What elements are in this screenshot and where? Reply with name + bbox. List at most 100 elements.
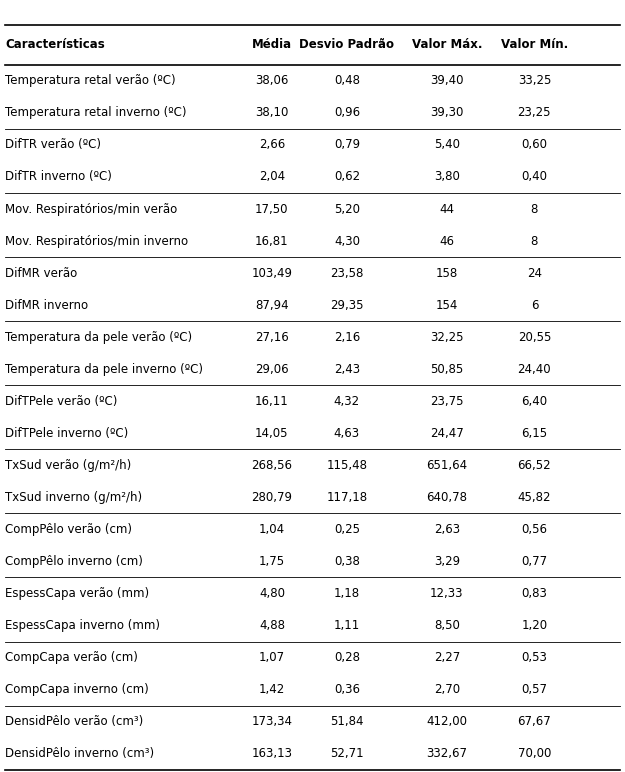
Text: CompCapa inverno (cm): CompCapa inverno (cm) xyxy=(5,683,149,696)
Text: 38,10: 38,10 xyxy=(255,107,289,120)
Text: 0,25: 0,25 xyxy=(334,523,360,536)
Text: 32,25: 32,25 xyxy=(430,330,464,344)
Text: 0,53: 0,53 xyxy=(521,651,548,664)
Text: 23,25: 23,25 xyxy=(518,107,551,120)
Text: 103,49: 103,49 xyxy=(251,266,292,279)
Text: 0,56: 0,56 xyxy=(521,523,548,536)
Text: 280,79: 280,79 xyxy=(251,491,292,504)
Text: 0,40: 0,40 xyxy=(521,171,548,184)
Text: 640,78: 640,78 xyxy=(426,491,468,504)
Text: Temperatura retal verão (ºC): Temperatura retal verão (ºC) xyxy=(5,74,176,87)
Text: 2,04: 2,04 xyxy=(259,171,285,184)
Text: DensidPêlo verão (cm³): DensidPêlo verão (cm³) xyxy=(5,715,143,728)
Text: EspessCapa verão (mm): EspessCapa verão (mm) xyxy=(5,587,149,600)
Text: EspessCapa inverno (mm): EspessCapa inverno (mm) xyxy=(5,619,160,632)
Text: 0,62: 0,62 xyxy=(334,171,360,184)
Text: 1,04: 1,04 xyxy=(259,523,285,536)
Text: 0,79: 0,79 xyxy=(334,138,360,151)
Text: 27,16: 27,16 xyxy=(255,330,289,344)
Text: 173,34: 173,34 xyxy=(251,715,292,728)
Text: 5,40: 5,40 xyxy=(434,138,460,151)
Text: 67,67: 67,67 xyxy=(518,715,551,728)
Text: 23,75: 23,75 xyxy=(430,394,464,408)
Text: 0,57: 0,57 xyxy=(521,683,548,696)
Text: 8: 8 xyxy=(531,202,538,215)
Text: 268,56: 268,56 xyxy=(251,459,292,472)
Text: Valor Máx.: Valor Máx. xyxy=(412,39,482,51)
Text: 1,18: 1,18 xyxy=(334,587,360,600)
Text: 0,60: 0,60 xyxy=(521,138,548,151)
Text: CompCapa verão (cm): CompCapa verão (cm) xyxy=(5,651,138,664)
Text: 20,55: 20,55 xyxy=(518,330,551,344)
Text: 29,06: 29,06 xyxy=(255,363,289,376)
Text: 45,82: 45,82 xyxy=(518,491,551,504)
Text: 158: 158 xyxy=(436,266,458,279)
Text: 23,58: 23,58 xyxy=(330,266,364,279)
Text: 2,43: 2,43 xyxy=(334,363,360,376)
Text: 29,35: 29,35 xyxy=(330,299,364,312)
Text: Desvio Padrão: Desvio Padrão xyxy=(299,39,394,51)
Text: DensidPêlo inverno (cm³): DensidPêlo inverno (cm³) xyxy=(5,747,154,760)
Text: 2,66: 2,66 xyxy=(259,138,285,151)
Text: DifTR verão (ºC): DifTR verão (ºC) xyxy=(5,138,101,151)
Text: 3,80: 3,80 xyxy=(434,171,460,184)
Text: Mov. Respiratórios/min verão: Mov. Respiratórios/min verão xyxy=(5,202,177,215)
Text: Temperatura retal inverno (ºC): Temperatura retal inverno (ºC) xyxy=(5,107,186,120)
Text: 115,48: 115,48 xyxy=(326,459,367,472)
Text: 52,71: 52,71 xyxy=(330,747,364,760)
Text: Média: Média xyxy=(252,39,292,51)
Text: Valor Mín.: Valor Mín. xyxy=(501,39,568,51)
Text: TxSud inverno (g/m²/h): TxSud inverno (g/m²/h) xyxy=(5,491,142,504)
Text: DifTR inverno (ºC): DifTR inverno (ºC) xyxy=(5,171,112,184)
Text: 5,20: 5,20 xyxy=(334,202,360,215)
Text: 39,30: 39,30 xyxy=(430,107,464,120)
Text: 117,18: 117,18 xyxy=(326,491,367,504)
Text: 1,07: 1,07 xyxy=(259,651,285,664)
Text: 4,63: 4,63 xyxy=(334,427,360,440)
Text: 4,80: 4,80 xyxy=(259,587,285,600)
Text: 2,16: 2,16 xyxy=(334,330,360,344)
Text: 1,11: 1,11 xyxy=(334,619,360,632)
Text: DifMR verão: DifMR verão xyxy=(5,266,78,279)
Text: CompPêlo inverno (cm): CompPêlo inverno (cm) xyxy=(5,555,143,568)
Text: Temperatura da pele verão (ºC): Temperatura da pele verão (ºC) xyxy=(5,330,192,344)
Text: 0,48: 0,48 xyxy=(334,74,360,87)
Text: 87,94: 87,94 xyxy=(255,299,289,312)
Text: 4,32: 4,32 xyxy=(334,394,360,408)
Text: Características: Características xyxy=(5,39,105,51)
Text: 12,33: 12,33 xyxy=(430,587,464,600)
Text: 0,96: 0,96 xyxy=(334,107,360,120)
Text: 16,81: 16,81 xyxy=(255,235,289,248)
Text: 651,64: 651,64 xyxy=(426,459,468,472)
Text: 33,25: 33,25 xyxy=(518,74,551,87)
Text: 154: 154 xyxy=(436,299,458,312)
Text: 332,67: 332,67 xyxy=(426,747,468,760)
Text: 6: 6 xyxy=(531,299,538,312)
Text: 0,38: 0,38 xyxy=(334,555,360,568)
Text: 14,05: 14,05 xyxy=(255,427,289,440)
Text: DifMR inverno: DifMR inverno xyxy=(5,299,88,312)
Text: 24,40: 24,40 xyxy=(518,363,551,376)
Text: 24: 24 xyxy=(527,266,542,279)
Text: 1,20: 1,20 xyxy=(521,619,548,632)
Text: 4,30: 4,30 xyxy=(334,235,360,248)
Text: 51,84: 51,84 xyxy=(330,715,364,728)
Text: 1,75: 1,75 xyxy=(259,555,285,568)
Text: 6,40: 6,40 xyxy=(521,394,548,408)
Text: Mov. Respiratórios/min inverno: Mov. Respiratórios/min inverno xyxy=(5,235,188,248)
Text: 46: 46 xyxy=(439,235,454,248)
Text: 2,27: 2,27 xyxy=(434,651,460,664)
Text: CompPêlo verão (cm): CompPêlo verão (cm) xyxy=(5,523,132,536)
Text: 66,52: 66,52 xyxy=(518,459,551,472)
Text: DifTPele verão (ºC): DifTPele verão (ºC) xyxy=(5,394,118,408)
Text: Temperatura da pele inverno (ºC): Temperatura da pele inverno (ºC) xyxy=(5,363,203,376)
Text: 6,15: 6,15 xyxy=(521,427,548,440)
Text: 70,00: 70,00 xyxy=(518,747,551,760)
Text: 0,77: 0,77 xyxy=(521,555,548,568)
Text: 0,83: 0,83 xyxy=(521,587,548,600)
Text: 16,11: 16,11 xyxy=(255,394,289,408)
Text: 8: 8 xyxy=(531,235,538,248)
Text: 0,36: 0,36 xyxy=(334,683,360,696)
Text: 412,00: 412,00 xyxy=(426,715,468,728)
Text: 3,29: 3,29 xyxy=(434,555,460,568)
